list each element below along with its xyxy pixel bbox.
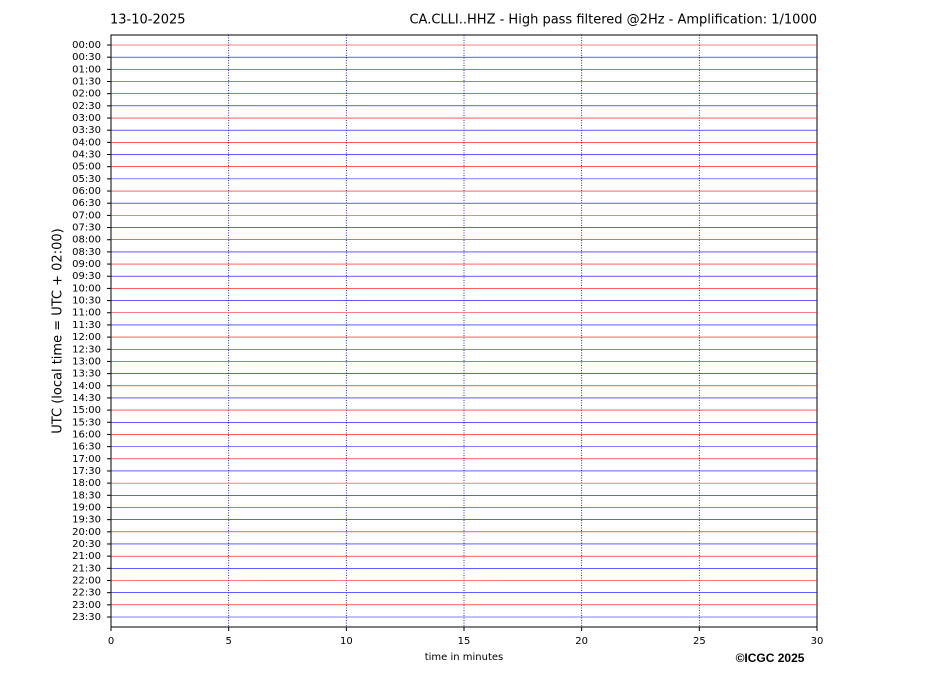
y-tick-label: 17:00 [72,454,101,465]
y-tick-label: 16:00 [72,429,101,440]
y-tick-label: 11:30 [72,320,101,331]
y-tick-label: 10:30 [72,296,101,307]
y-tick-label: 03:00 [72,113,101,124]
y-tick-label: 00:30 [72,52,101,63]
y-tick-label: 13:30 [72,369,101,380]
copyright: ©ICGC 2025 [736,651,805,665]
x-tick-label: 15 [458,636,471,647]
x-tick-label: 5 [225,636,231,647]
y-tick-label: 03:30 [72,125,101,136]
y-tick-label: 20:00 [72,527,101,538]
y-tick-label: 18:30 [72,490,101,501]
y-tick-label: 06:00 [72,186,101,197]
y-tick-label: 09:30 [72,271,101,282]
y-tick-label: 05:30 [72,174,101,185]
date: 13-10-2025 [110,13,186,28]
y-tick-label: 15:00 [72,405,101,416]
x-tick-label: 25 [693,636,706,647]
y-tick-label: 21:00 [72,551,101,562]
y-tick-label: 20:30 [72,539,101,550]
x-tick-label: 0 [108,636,114,647]
y-tick-label: 19:30 [72,515,101,526]
y-tick-label: 16:30 [72,442,101,453]
y-axis-label: UTC (local time = UTC + 02:00) [51,228,66,433]
x-tick-label: 30 [811,636,824,647]
y-tick-label: 10:00 [72,283,101,294]
y-tick-label: 19:00 [72,502,101,513]
y-tick-label: 18:00 [72,478,101,489]
y-tick-label: 01:30 [72,77,101,88]
y-tick-label: 14:30 [72,393,101,404]
y-tick-label: 14:00 [72,381,101,392]
y-tick-label: 13:00 [72,356,101,367]
y-tick-label: 06:30 [72,198,101,209]
y-tick-label: 08:30 [72,247,101,258]
y-tick-label: 22:00 [72,575,101,586]
y-tick-label: 00:00 [72,40,101,51]
y-tick-label: 01:00 [72,64,101,75]
y-tick-label: 21:30 [72,563,101,574]
y-tick-label: 12:30 [72,344,101,355]
y-tick-label: 12:00 [72,332,101,343]
y-tick-label: 15:30 [72,417,101,428]
y-tick-label: 17:30 [72,466,101,477]
x-tick-label: 10 [340,636,353,647]
y-tick-label: 07:00 [72,210,101,221]
y-tick-label: 05:00 [72,162,101,173]
y-tick-label: 08:00 [72,235,101,246]
y-tick-label: 11:00 [72,308,101,319]
y-tick-label: 09:00 [72,259,101,270]
x-axis-label: time in minutes [425,652,504,663]
y-tick-label: 07:30 [72,223,101,234]
y-tick-label: 23:00 [72,600,101,611]
y-tick-label: 02:00 [72,89,101,100]
y-tick-label: 02:30 [72,101,101,112]
chart-title: CA.CLLI..HHZ - High pass filtered @2Hz -… [409,13,817,28]
x-tick-label: 20 [575,636,588,647]
y-tick-label: 22:30 [72,588,101,599]
y-tick-label: 04:00 [72,137,101,148]
y-tick-label: 23:30 [72,612,101,623]
y-tick-label: 04:30 [72,150,101,161]
